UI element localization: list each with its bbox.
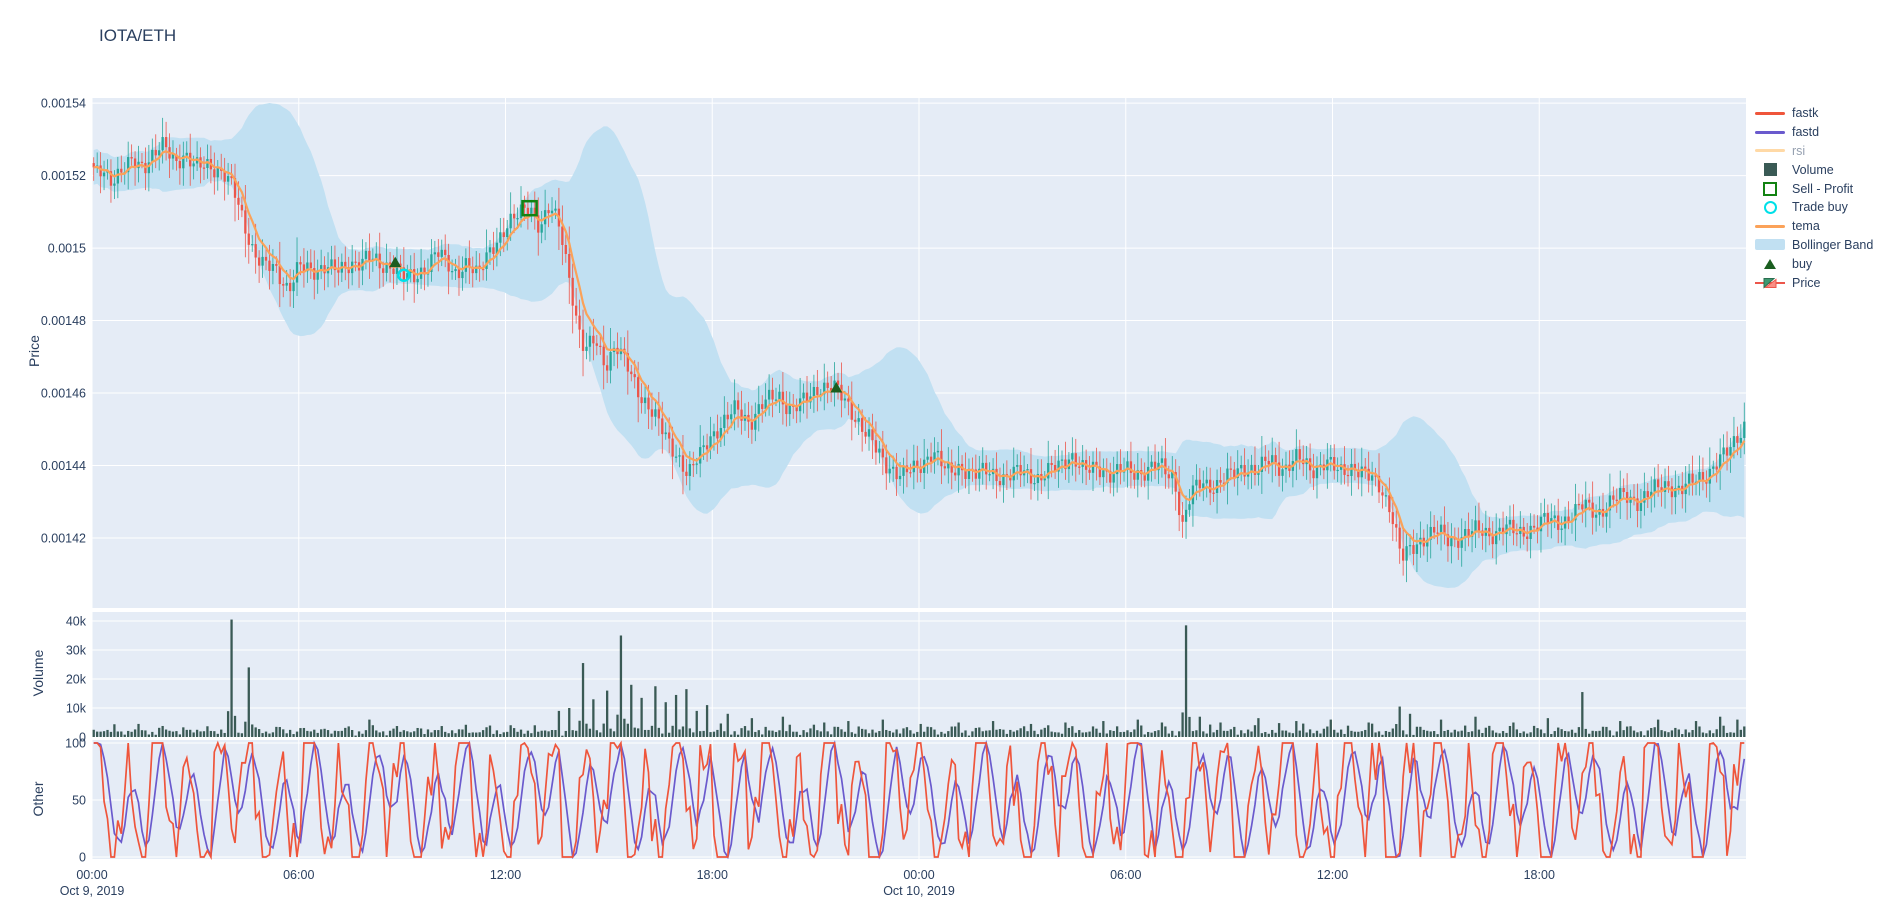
legend-item-label: buy	[1792, 256, 1813, 271]
chart-title: IOTA/ETH	[99, 26, 177, 45]
axis-tick-label: 50	[72, 794, 86, 808]
buy-swatch-icon	[1754, 258, 1786, 269]
legend-item-label: Sell - Profit	[1792, 181, 1854, 196]
axis-tick-label: 0	[79, 851, 86, 865]
axis-tick-label: 0.00152	[41, 169, 86, 183]
legend-item-label: Trade buy	[1792, 200, 1848, 215]
axis-tick-label: 0.00146	[41, 387, 86, 401]
legend-item-buy[interactable]: buy	[1754, 254, 1886, 273]
axis-tick-label: 06:00	[283, 868, 314, 882]
legend-item-tema[interactable]: tema	[1754, 217, 1886, 236]
fastk-swatch-icon	[1754, 111, 1786, 115]
legend-item-volume[interactable]: Volume	[1754, 160, 1886, 179]
legend-item-label: fastk	[1792, 106, 1819, 121]
axis-tick-label: 18:00	[1524, 868, 1555, 882]
axis-tick-label: Oct 9, 2019	[60, 884, 125, 898]
fastk-line	[93, 740, 1745, 861]
volume-swatch-icon	[1754, 163, 1786, 177]
axis-tick-label: Oct 10, 2019	[883, 884, 955, 898]
trade-buy-marker	[397, 268, 411, 282]
legend-item-fastk[interactable]: fastk	[1754, 104, 1886, 123]
fastd-line	[93, 740, 1746, 860]
axis-tick-label: 12:00	[490, 868, 521, 882]
volume-bars	[92, 619, 1746, 737]
axis-tick-label: 00:00	[903, 868, 934, 882]
legend-item-label: tema	[1792, 219, 1820, 234]
axis-tick-label: 30k	[66, 643, 87, 657]
axis-tick-label: 100	[65, 737, 86, 751]
fastd-swatch-icon	[1754, 130, 1786, 134]
axis-tick-label: 0.00144	[41, 459, 86, 473]
axis-tick-label: 06:00	[1110, 868, 1141, 882]
legend-item-rsi[interactable]: rsi	[1754, 142, 1886, 161]
axis-tick-label: 0.00148	[41, 314, 86, 328]
axis-tick-label: 00:00	[76, 868, 107, 882]
sell-profit-marker	[521, 199, 538, 217]
axis-tick-label: 12:00	[1317, 868, 1348, 882]
sell-profit-swatch-icon	[1754, 181, 1786, 196]
rsi-swatch-icon	[1754, 149, 1786, 153]
legend-item-label: fastd	[1792, 125, 1820, 140]
axis-tick-label: 40k	[66, 614, 87, 628]
legend-item-label: rsi	[1792, 143, 1806, 158]
axis-tick-label: 20k	[66, 672, 87, 686]
legend-item-label: Volume	[1792, 162, 1834, 177]
legend: fastk fastd rsi Volume Sell - Profit Trade bu…	[1754, 104, 1886, 292]
legend-item-fastd[interactable]: fastd	[1754, 123, 1886, 142]
axis-tick-label: 0.0015	[48, 242, 86, 256]
tema-line	[93, 150, 1746, 544]
axis-tick-label: 0.00154	[41, 97, 86, 111]
buy-marker	[830, 381, 843, 393]
axis-tick-label: 18:00	[697, 868, 728, 882]
legend-item-price[interactable]: Price	[1754, 273, 1886, 292]
axis-tick-label: 0.00142	[41, 532, 86, 546]
axis-tick-label: 10k	[66, 701, 87, 715]
tema-swatch-icon	[1754, 224, 1786, 228]
bollinger-band-swatch-icon	[1754, 239, 1786, 251]
legend-item-label: Bollinger Band	[1792, 237, 1874, 252]
legend-item-bollinger-band[interactable]: Bollinger Band	[1754, 236, 1886, 255]
legend-item-label: Price	[1792, 275, 1821, 290]
trade-markers	[389, 199, 843, 393]
axis-tick-label: 0	[79, 731, 86, 745]
legend-item-sell-profit[interactable]: Sell - Profit	[1754, 179, 1886, 198]
price-swatch-icon	[1754, 276, 1786, 290]
buy-marker	[389, 256, 402, 268]
trade-buy-swatch-icon	[1754, 200, 1786, 214]
candlestick-icon	[1755, 277, 1785, 289]
bollinger-band-area	[93, 103, 1745, 588]
axis-tick-labels: 0.00154 0.00152 0.0015 0.00148 0.00146 0.0014…	[41, 97, 1555, 898]
legend-item-trade-buy[interactable]: Trade buy	[1754, 198, 1886, 217]
